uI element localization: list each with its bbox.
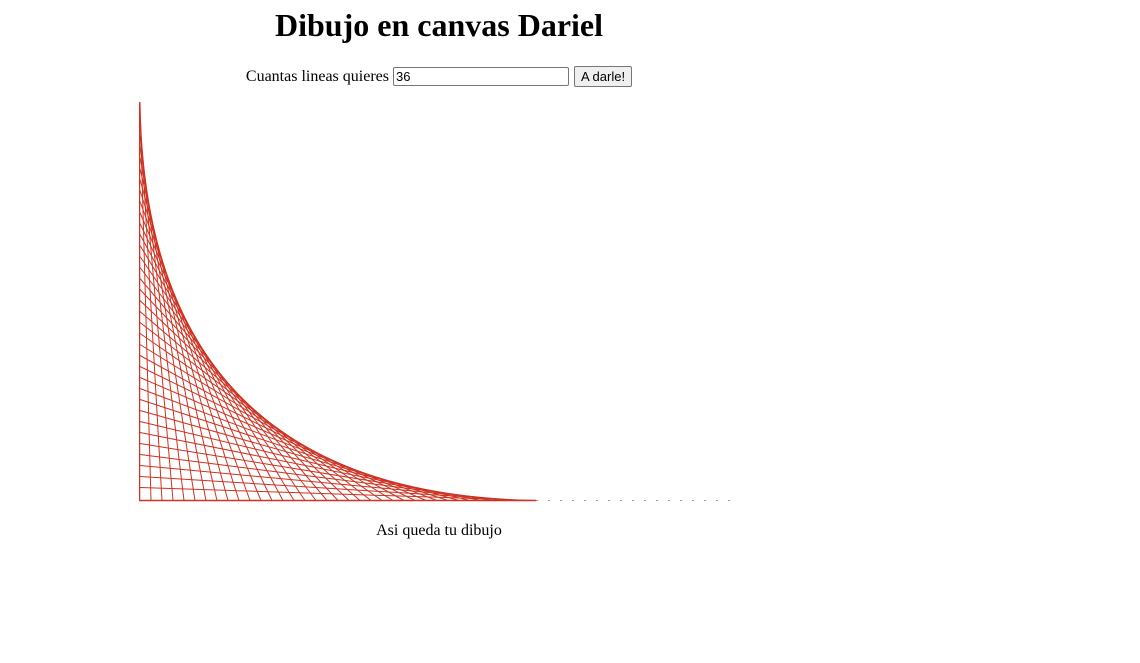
drawing-line xyxy=(139,487,537,501)
drawing-line xyxy=(139,333,383,501)
page-content: Dibujo en canvas Dariel Cuantas lineas q… xyxy=(139,0,739,539)
page-title: Dibujo en canvas Dariel xyxy=(275,7,603,43)
lines-input[interactable] xyxy=(392,66,569,86)
drawing-line xyxy=(139,399,449,501)
drawing-line xyxy=(139,388,438,501)
drawing-line xyxy=(139,443,493,501)
drawing-line xyxy=(139,322,372,501)
drawing-line xyxy=(139,113,163,501)
drawing-line xyxy=(139,190,240,501)
drawing-line xyxy=(139,476,526,501)
drawing-canvas xyxy=(139,102,739,502)
draw-button[interactable]: A darle! xyxy=(573,65,633,87)
drawing-caption: Asi queda tu dibujo xyxy=(376,522,502,539)
drawing-line xyxy=(139,201,251,501)
lines-label: Cuantas lineas quieres xyxy=(245,67,389,85)
drawing-line xyxy=(139,454,504,501)
drawing-line xyxy=(139,465,515,501)
lines-form: Cuantas lineas quieres A darle! xyxy=(139,65,739,87)
